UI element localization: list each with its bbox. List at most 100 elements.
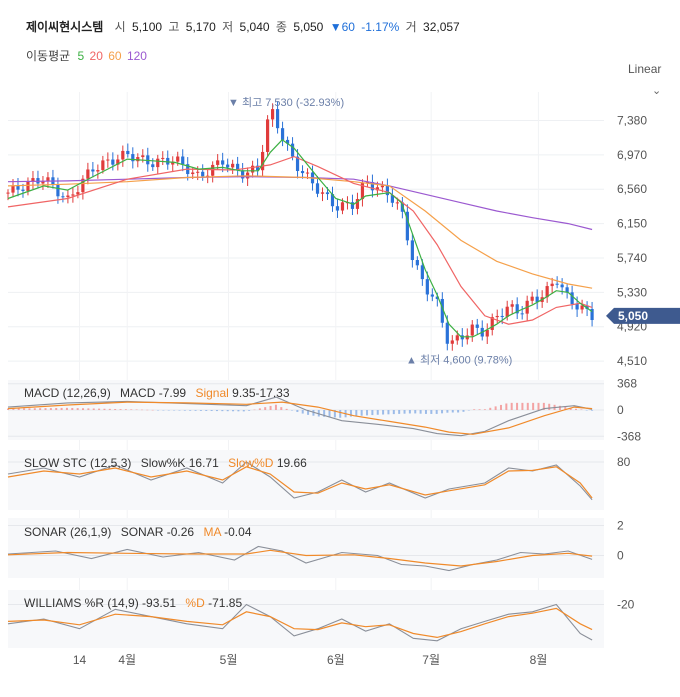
x-tick-label: 5월 [220, 653, 238, 667]
candle-body [560, 284, 564, 288]
candle-body [370, 182, 375, 191]
macd-histogram-bar [558, 405, 561, 410]
macd-histogram-bar [548, 403, 551, 410]
candle-body [410, 240, 414, 261]
macd-histogram-bar [301, 410, 304, 414]
close-label: 종 [275, 20, 287, 34]
current-price-tag [606, 307, 680, 324]
indicator-tick-label: 0 [617, 549, 624, 563]
macd-histogram-bar [516, 402, 519, 410]
candle-body [206, 175, 210, 177]
candle-body [6, 192, 10, 194]
candle-body [455, 335, 459, 341]
macd-histogram-bar [28, 408, 31, 410]
candle-body [265, 119, 270, 152]
sonar-label: SONAR [120, 525, 164, 539]
stc-d-value: 19.66 [276, 456, 307, 470]
candle-body [91, 169, 95, 172]
indicator-tick-label: 0 [617, 403, 624, 417]
macd-histogram-bar [151, 409, 154, 411]
macd-histogram-bar [221, 410, 224, 412]
chevron-down-icon[interactable]: ⌄ [652, 85, 662, 97]
macd-histogram-bar [98, 408, 101, 410]
macd-histogram-bar [392, 410, 395, 415]
macd-histogram-bar [157, 410, 160, 411]
macd-histogram-bar [215, 410, 218, 412]
macd-histogram-bar [274, 404, 277, 410]
high-value: 5,170 [185, 20, 216, 34]
macd-signal-value: 9.35-17.33 [232, 386, 290, 400]
candle-body [510, 304, 514, 307]
candle-body [295, 156, 300, 172]
ma-legend-5: 5 [77, 49, 85, 63]
candle-body [126, 150, 130, 155]
macd-histogram-bar [173, 410, 176, 411]
candle-body [495, 315, 499, 318]
candle-body [26, 181, 30, 191]
macd-histogram-bar [387, 410, 390, 415]
macd-histogram-bar [237, 410, 240, 412]
macd-name: MACD (12,26,9) [24, 386, 111, 400]
stc-name: SLOW STC (12,5,3) [24, 456, 132, 470]
candle-body [280, 128, 285, 140]
candle-body [151, 164, 155, 168]
macd-histogram-bar [494, 406, 497, 410]
candle-body [176, 156, 180, 162]
candle-body [515, 304, 519, 314]
sonar-ma-value: -0.04 [224, 525, 252, 539]
macd-histogram-bar [296, 410, 299, 413]
stock-name: 제이씨현시스템 [26, 20, 104, 34]
candle-body [440, 298, 444, 323]
macd-histogram-bar [462, 410, 465, 412]
candle-body [260, 151, 265, 171]
stc-title: SLOW STC (12,5,3) Slow%K 16.71 Slow%D 19… [24, 456, 307, 470]
macd-histogram-bar [408, 410, 411, 414]
macd-histogram-bar [162, 410, 165, 411]
candle-body [131, 154, 135, 162]
macd-histogram-bar [349, 410, 352, 417]
macd-histogram-bar [280, 407, 283, 410]
macd-histogram-bar [130, 409, 133, 410]
macd-histogram-bar [419, 410, 422, 414]
candle-body [555, 283, 559, 285]
candle-body [241, 170, 245, 179]
candle-body [181, 156, 185, 165]
williams-d-value: -71.85 [208, 596, 243, 610]
indicator-panel-bg [8, 518, 604, 578]
scale-mode-toggle[interactable]: Linear [628, 62, 662, 76]
macd-histogram-bar [307, 410, 310, 415]
sonar-title: SONAR (26,1,9) SONAR -0.26 MA -0.04 [24, 525, 252, 539]
sonar-name: SONAR (26,1,9) [24, 525, 112, 539]
macd-histogram-bar [178, 410, 181, 411]
macd-histogram-bar [398, 410, 401, 414]
candle-body [500, 315, 504, 317]
macd-histogram-bar [248, 410, 251, 411]
macd-histogram-bar [55, 407, 58, 410]
ma20-line [7, 155, 593, 325]
candle-body [161, 157, 165, 159]
macd-histogram-bar [103, 408, 106, 410]
macd-histogram-bar [87, 408, 90, 410]
stc-d-label: Slow%D [228, 456, 274, 470]
change-value: ▼60 [329, 20, 355, 34]
candle-body [325, 192, 330, 195]
candle-body [141, 155, 145, 158]
macd-histogram-bar [92, 408, 95, 410]
macd-histogram-bar [542, 402, 545, 410]
macd-histogram-bar [483, 409, 486, 410]
macd-histogram-bar [23, 408, 26, 410]
macd-histogram-bar [7, 408, 9, 410]
low-label: 저 [222, 20, 234, 34]
macd-histogram-bar [317, 410, 320, 417]
macd-histogram-bar [232, 410, 235, 412]
candle-body [415, 260, 419, 266]
macd-histogram-bar [414, 410, 417, 414]
macd-histogram-bar [312, 410, 315, 416]
williams-title: WILLIAMS %R (14,9) -93.51 %D -71.85 [24, 596, 242, 610]
candle-body [226, 164, 230, 168]
macd-histogram-bar [526, 402, 529, 410]
candle-body [365, 182, 370, 184]
macd-histogram-bar [446, 410, 449, 413]
macd-histogram-bar [264, 407, 267, 410]
candle-body [580, 305, 584, 310]
